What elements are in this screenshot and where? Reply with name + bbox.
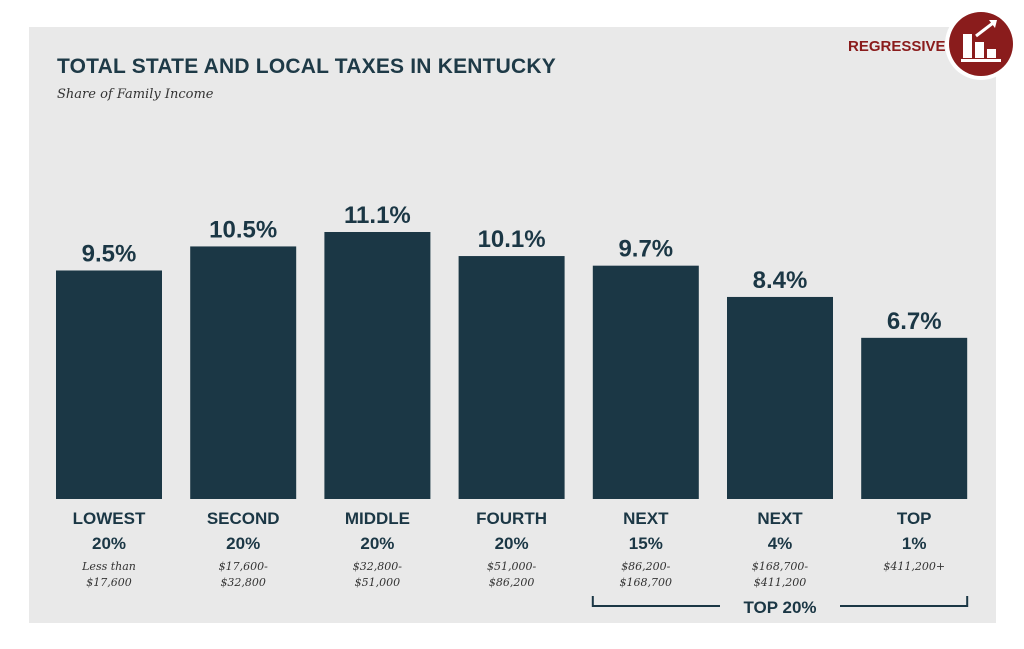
bar-5 [727, 296, 833, 499]
category-label-line1-4: NEXT [623, 509, 669, 528]
regressive-badge-icon [945, 8, 1017, 80]
top20-bracket-right [840, 596, 969, 607]
category-label-line1-5: NEXT [757, 509, 803, 528]
bar-4 [592, 265, 699, 499]
top20-bracket-left [591, 596, 720, 607]
income-range-line1-1: $17,600- [219, 560, 268, 573]
chart-subtitle: Share of Family Income [57, 87, 214, 102]
category-label-line2-6: 1% [902, 534, 927, 553]
category-label-line1-0: LOWEST [73, 509, 146, 528]
category-label-line2-5: 4% [768, 534, 793, 553]
category-label-line2-0: 20% [92, 534, 126, 553]
bar-0 [56, 270, 162, 499]
value-label-3: 10.1% [478, 226, 546, 253]
category-label-line2-2: 20% [360, 534, 394, 553]
income-range-line2-4: $168,700 [620, 576, 673, 589]
category-label-line1-1: SECOND [207, 509, 280, 528]
income-range-line1-6: $411,200+ [883, 560, 945, 573]
category-label-line2-4: 15% [629, 534, 663, 553]
value-label-4: 9.7% [618, 236, 673, 263]
top20-bracket-label: TOP 20% [743, 598, 816, 617]
income-range-line2-2: $51,000 [355, 576, 401, 589]
income-range-line1-0: Less than [81, 560, 136, 573]
income-range-line1-2: $32,800- [353, 560, 402, 573]
value-label-6: 6.7% [887, 308, 942, 335]
category-label-line2-3: 20% [495, 534, 529, 553]
income-range-line2-5: $411,200 [754, 576, 807, 589]
income-range-line1-4: $86,200- [621, 560, 670, 573]
regressive-label: REGRESSIVE [848, 38, 946, 55]
category-label-line1-3: FOURTH [476, 509, 547, 528]
income-range-line2-1: $32,800 [220, 576, 266, 589]
income-range-line2-0: $17,600 [86, 576, 132, 589]
bar-2 [324, 232, 431, 499]
bar-3 [458, 256, 565, 499]
income-range-line1-3: $51,000- [487, 560, 536, 573]
value-label-1: 10.5% [209, 216, 277, 243]
bar-1 [190, 246, 297, 499]
category-label-line2-1: 20% [226, 534, 260, 553]
income-range-line1-5: $168,700- [752, 560, 808, 573]
category-label-line1-2: MIDDLE [345, 509, 410, 528]
bar-6 [861, 337, 968, 499]
income-range-line2-3: $86,200 [489, 576, 535, 589]
chart-title: TOTAL STATE AND LOCAL TAXES IN KENTUCKY [57, 55, 556, 78]
value-label-2: 11.1% [344, 202, 411, 229]
value-label-5: 8.4% [753, 267, 808, 294]
value-label-0: 9.5% [82, 240, 137, 267]
category-label-line1-6: TOP [897, 509, 932, 528]
